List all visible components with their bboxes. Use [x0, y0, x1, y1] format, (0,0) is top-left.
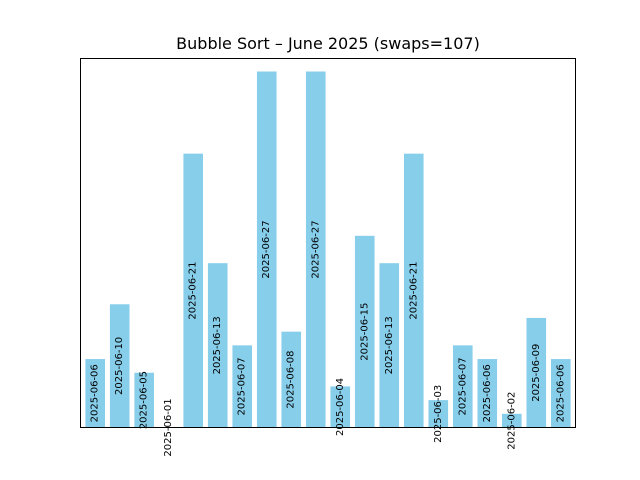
bar-label-10: 2025-06-04	[335, 378, 346, 436]
bar-label-12: 2025-06-13	[384, 316, 395, 374]
bar-label-7: 2025-06-27	[261, 220, 272, 278]
bar-14	[428, 400, 449, 428]
bar-label-1: 2025-06-10	[114, 337, 125, 395]
bar-label-11: 2025-06-15	[359, 303, 370, 361]
bar-11	[354, 235, 375, 428]
bar-13	[403, 153, 424, 428]
bar-19	[551, 359, 571, 428]
chart-title: Bubble Sort – June 2025 (swaps=107)	[176, 34, 480, 53]
bar-2	[134, 372, 155, 428]
bars-group	[85, 71, 571, 428]
bar-label-17: 2025-06-02	[506, 392, 517, 450]
bar-0	[85, 359, 105, 428]
bar-5	[207, 263, 228, 428]
bar-16	[477, 359, 498, 428]
bar-18	[526, 317, 547, 428]
bar-8	[281, 331, 302, 428]
bar-label-13: 2025-06-21	[408, 262, 419, 320]
bar-label-9: 2025-06-27	[310, 220, 321, 278]
plot-frame	[80, 58, 576, 428]
bar-7	[256, 71, 277, 428]
bar-1	[109, 304, 130, 428]
bar-label-18: 2025-06-09	[531, 344, 542, 402]
bar-label-4: 2025-06-21	[188, 262, 199, 320]
bar-label-5: 2025-06-13	[212, 316, 223, 374]
bar-label-19: 2025-06-06	[555, 364, 566, 422]
bar-9	[305, 71, 326, 428]
bar-4	[183, 153, 204, 428]
bar-15	[452, 345, 473, 428]
bar-label-0: 2025-06-06	[90, 364, 101, 422]
bar-label-8: 2025-06-08	[286, 351, 297, 409]
bar-10	[330, 386, 351, 428]
bar-label-2: 2025-06-05	[139, 371, 150, 429]
bar-label-16: 2025-06-06	[482, 364, 493, 422]
bar-label-6: 2025-06-07	[237, 357, 248, 415]
bar-12	[379, 263, 400, 428]
bar-label-14: 2025-06-03	[433, 385, 444, 443]
bar-17	[501, 413, 522, 428]
bar-label-15: 2025-06-07	[457, 357, 468, 415]
bar-6	[232, 345, 253, 428]
